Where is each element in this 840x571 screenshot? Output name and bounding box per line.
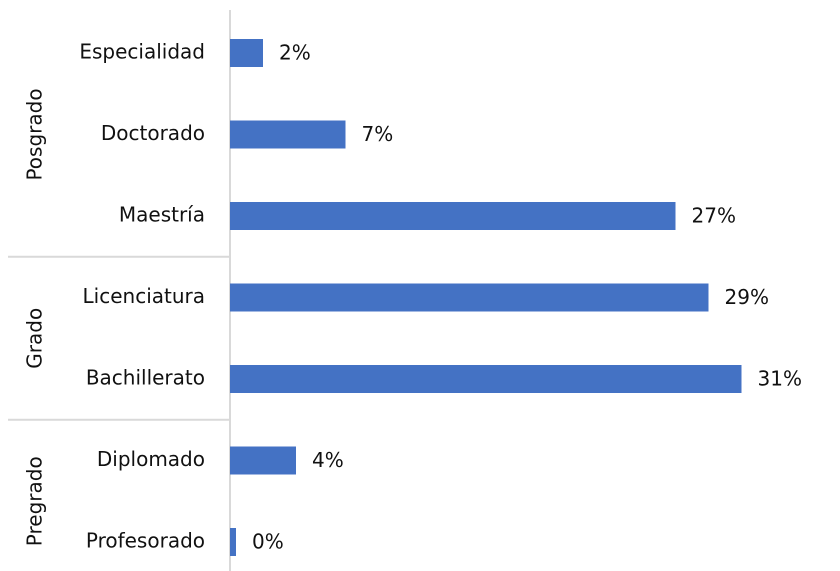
value-label: 31% xyxy=(758,367,802,391)
group-label: Grado xyxy=(23,308,47,369)
value-label: 2% xyxy=(279,41,311,65)
bar-bachillerato xyxy=(230,365,742,393)
group-label: Pregrado xyxy=(23,456,47,546)
bar-profesorado xyxy=(230,528,236,556)
bar-maestria xyxy=(230,202,676,230)
value-label: 4% xyxy=(312,448,344,472)
bar-diplomado xyxy=(230,446,296,475)
category-label: Bachillerato xyxy=(86,366,205,390)
category-label: Diplomado xyxy=(97,447,205,471)
bar-especialidad xyxy=(230,39,263,67)
value-label: 0% xyxy=(252,530,284,554)
bar-doctorado xyxy=(230,120,346,149)
category-label: Especialidad xyxy=(79,40,205,64)
group-label: Posgrado xyxy=(23,88,47,180)
value-label: 27% xyxy=(692,204,736,228)
category-label: Licenciatura xyxy=(83,284,205,308)
value-label: 7% xyxy=(362,122,394,146)
bar-licenciatura xyxy=(230,283,709,312)
category-label: Profesorado xyxy=(86,529,205,553)
value-label: 29% xyxy=(725,285,769,309)
category-label: Doctorado xyxy=(101,121,205,145)
category-label: Maestría xyxy=(119,203,205,227)
